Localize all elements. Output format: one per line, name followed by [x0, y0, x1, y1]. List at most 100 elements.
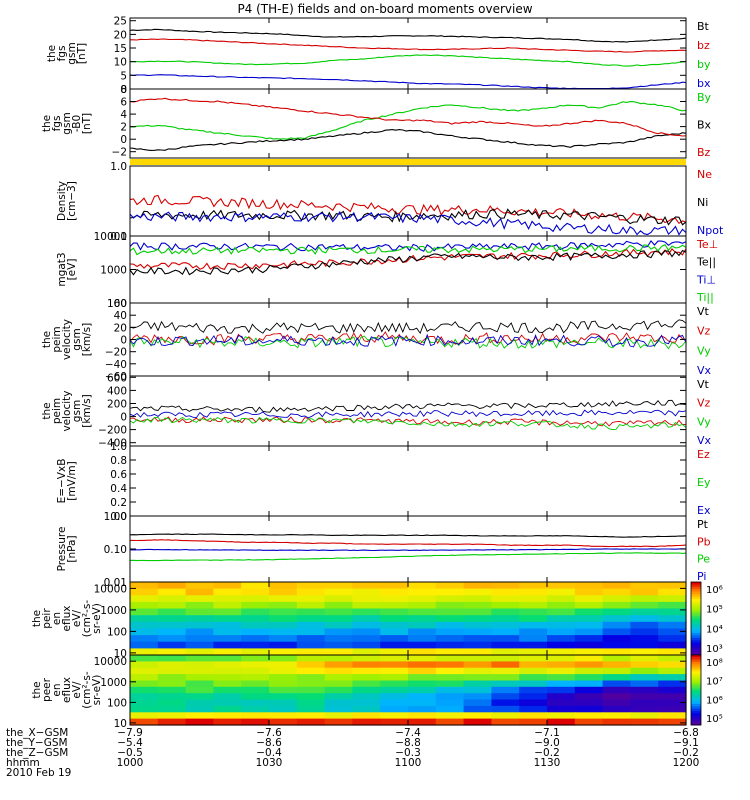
colorbar-segment	[691, 647, 701, 651]
heat-cell	[519, 667, 548, 675]
heat-cell	[130, 595, 159, 603]
colorbar-segment	[691, 618, 701, 622]
series-line-bz	[130, 38, 687, 53]
y-tick-label: 10	[114, 57, 127, 69]
heat-cell	[574, 635, 604, 643]
heat-cell	[380, 582, 409, 590]
heat-cell	[213, 648, 242, 656]
heat-cell	[630, 705, 659, 713]
y-axis-label-line: [km/s]	[81, 323, 93, 357]
heat-cell	[574, 661, 604, 669]
panel-frame	[129, 165, 687, 237]
heat-cell	[491, 686, 520, 694]
heat-cell	[658, 655, 687, 662]
heat-cell	[658, 595, 687, 603]
heat-cell	[630, 648, 659, 656]
heat-cell	[213, 582, 242, 590]
colorbar-tick-label: 10⁷	[706, 677, 723, 688]
y-axis-label-line: en	[51, 683, 63, 696]
y-axis-label-line: velocity	[61, 319, 73, 360]
colorbar-segment	[691, 676, 701, 679]
heat-cell	[630, 595, 659, 603]
heat-cell	[602, 648, 631, 656]
colorbar-segment	[691, 697, 701, 700]
y-tick-label: 2	[120, 122, 127, 134]
colorbar-segment	[691, 586, 701, 590]
heat-cell	[435, 686, 465, 694]
heat-cell	[130, 712, 159, 720]
y-axis-label-line: Pressure	[56, 527, 68, 572]
colorbar-segment	[691, 623, 701, 627]
heat-cell	[658, 641, 687, 649]
heat-cell	[241, 674, 270, 682]
heat-cell	[547, 661, 576, 669]
y-tick-label: 1000	[100, 605, 127, 617]
heat-cell	[352, 588, 381, 596]
heat-cell	[408, 641, 437, 649]
heat-cell	[296, 641, 326, 649]
heat-cell	[519, 615, 548, 623]
y-axis-label-line: gsm	[71, 328, 83, 350]
legend-Vz: Vz	[697, 325, 711, 338]
heat-cell	[296, 608, 326, 616]
heat-cell	[435, 699, 465, 707]
heat-cell	[185, 615, 214, 623]
heat-cell	[630, 661, 659, 669]
heat-cell	[574, 693, 604, 701]
y-tick-label: 0.6	[110, 469, 127, 481]
colorbar-segment	[691, 608, 701, 612]
heat-cell	[491, 674, 520, 682]
heat-cell	[185, 608, 214, 616]
legend-Vx: Vx	[697, 434, 712, 447]
colorbar-segment	[691, 601, 701, 605]
series-line-Ti⊥	[129, 239, 687, 252]
heat-cell	[157, 693, 187, 701]
series-line-Pb	[130, 539, 687, 548]
panel-frame	[129, 375, 687, 447]
heat-cell	[519, 680, 548, 688]
series-line-Vx	[129, 409, 687, 419]
y-tick-label: 25	[114, 16, 127, 28]
colorbar-segment	[691, 650, 701, 653]
heat-cell	[463, 667, 492, 675]
series-line-by	[129, 54, 687, 67]
heat-cell	[463, 588, 492, 596]
y-axis-label-line: [mV/m]	[66, 461, 78, 500]
heat-cell	[658, 686, 687, 694]
colorbar-segment	[691, 655, 701, 658]
series-line-Ti||	[129, 243, 687, 256]
heat-cell	[296, 686, 326, 694]
heat-cell	[519, 595, 548, 603]
y-tick-label: 1000	[100, 677, 127, 689]
x-annotation-row-label: the_Y−GSM	[6, 737, 68, 749]
heat-cell	[630, 686, 659, 694]
heat-cell	[241, 705, 270, 713]
y-tick-label: 100	[107, 298, 127, 310]
heat-cell	[574, 674, 604, 682]
y-tick-label: 40	[114, 310, 127, 322]
y-axis-label-line: fgs	[51, 116, 63, 132]
heat-cell	[547, 693, 576, 701]
heat-cell	[491, 635, 520, 643]
heat-cell	[463, 693, 492, 701]
heat-cell	[296, 621, 326, 629]
heat-cell	[547, 674, 576, 682]
heat-cell	[491, 615, 520, 623]
heat-cell	[630, 641, 659, 649]
y-axis-label-line: peim	[51, 326, 63, 352]
heat-cell	[630, 693, 659, 701]
heat-cell	[296, 667, 326, 675]
heat-cell	[296, 635, 326, 643]
heat-cell	[519, 582, 548, 590]
y-axis-label: Density[cm−3]	[56, 181, 78, 221]
heat-cell	[296, 699, 326, 707]
heat-cell	[296, 595, 326, 603]
heat-cell	[324, 608, 353, 616]
x-annotation-value: −7.9	[117, 727, 143, 739]
colorbar-tick-label: 10⁴	[706, 624, 723, 635]
heat-cell	[435, 667, 465, 675]
heat-cell	[185, 628, 214, 636]
heat-cell	[519, 693, 548, 701]
